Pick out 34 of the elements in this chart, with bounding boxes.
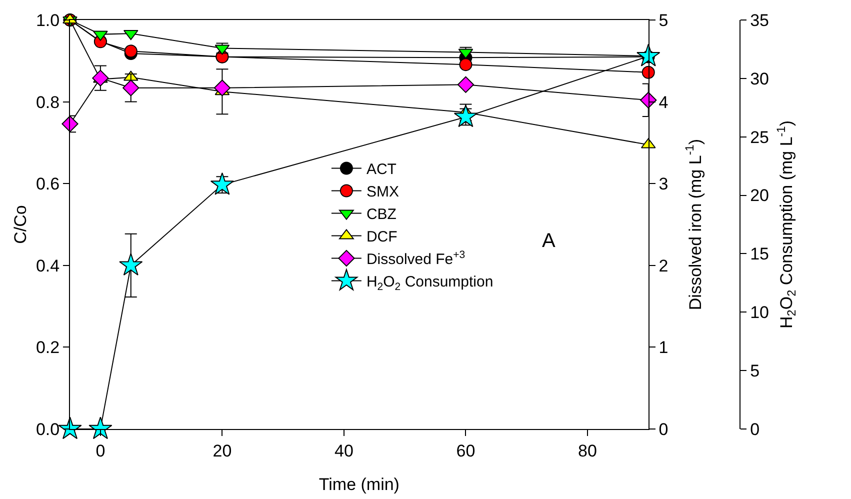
y-tick-label: 0.0 bbox=[36, 420, 60, 439]
annotation: A bbox=[542, 230, 556, 252]
y3-tick-label: 0 bbox=[750, 420, 760, 439]
x-tick-label: 0 bbox=[96, 441, 106, 460]
y3-tick-label: 15 bbox=[750, 244, 769, 264]
y-tick-label: 0.2 bbox=[36, 338, 60, 358]
y2-tick-label: 3 bbox=[658, 174, 668, 194]
y-tick-label: 0.6 bbox=[36, 174, 60, 194]
x-tick-label: 40 bbox=[334, 441, 354, 460]
y-tick-label: 1.0 bbox=[36, 10, 60, 30]
x-tick-label: 20 bbox=[212, 441, 232, 460]
y-tick-label: 0.8 bbox=[36, 92, 60, 112]
legend-label: SMX bbox=[366, 184, 399, 201]
y3-tick-label: 25 bbox=[750, 128, 769, 147]
legend-label: ACT bbox=[366, 161, 396, 178]
y3-tick-label: 30 bbox=[750, 69, 769, 88]
y2-tick-label: 2 bbox=[658, 256, 668, 276]
y2-tick-label: 0 bbox=[658, 420, 668, 439]
x-tick-label: 80 bbox=[578, 441, 597, 460]
y2-tick-label: 5 bbox=[658, 10, 668, 30]
y3-tick-label: 20 bbox=[750, 186, 769, 206]
legend-label: Dissolved Fe$^{+3}$ bbox=[366, 248, 466, 268]
x-axis-title: Time (min) bbox=[318, 475, 400, 494]
y2-tick-label: 1 bbox=[658, 338, 668, 358]
legend-label: H$_{2}$O$_{2}$ Consumption bbox=[366, 274, 494, 293]
y3-tick-label: 10 bbox=[750, 303, 769, 322]
y-axis-title: C/Co bbox=[11, 205, 30, 244]
x-tick-label: 60 bbox=[456, 441, 476, 460]
y3-tick-label: 5 bbox=[750, 362, 760, 381]
legend-label: DCF bbox=[366, 228, 398, 246]
y2-tick-label: 4 bbox=[658, 92, 668, 112]
legend-label: CBZ bbox=[366, 206, 396, 224]
y-tick-label: 0.4 bbox=[36, 256, 60, 276]
y3-tick-label: 35 bbox=[750, 10, 769, 30]
